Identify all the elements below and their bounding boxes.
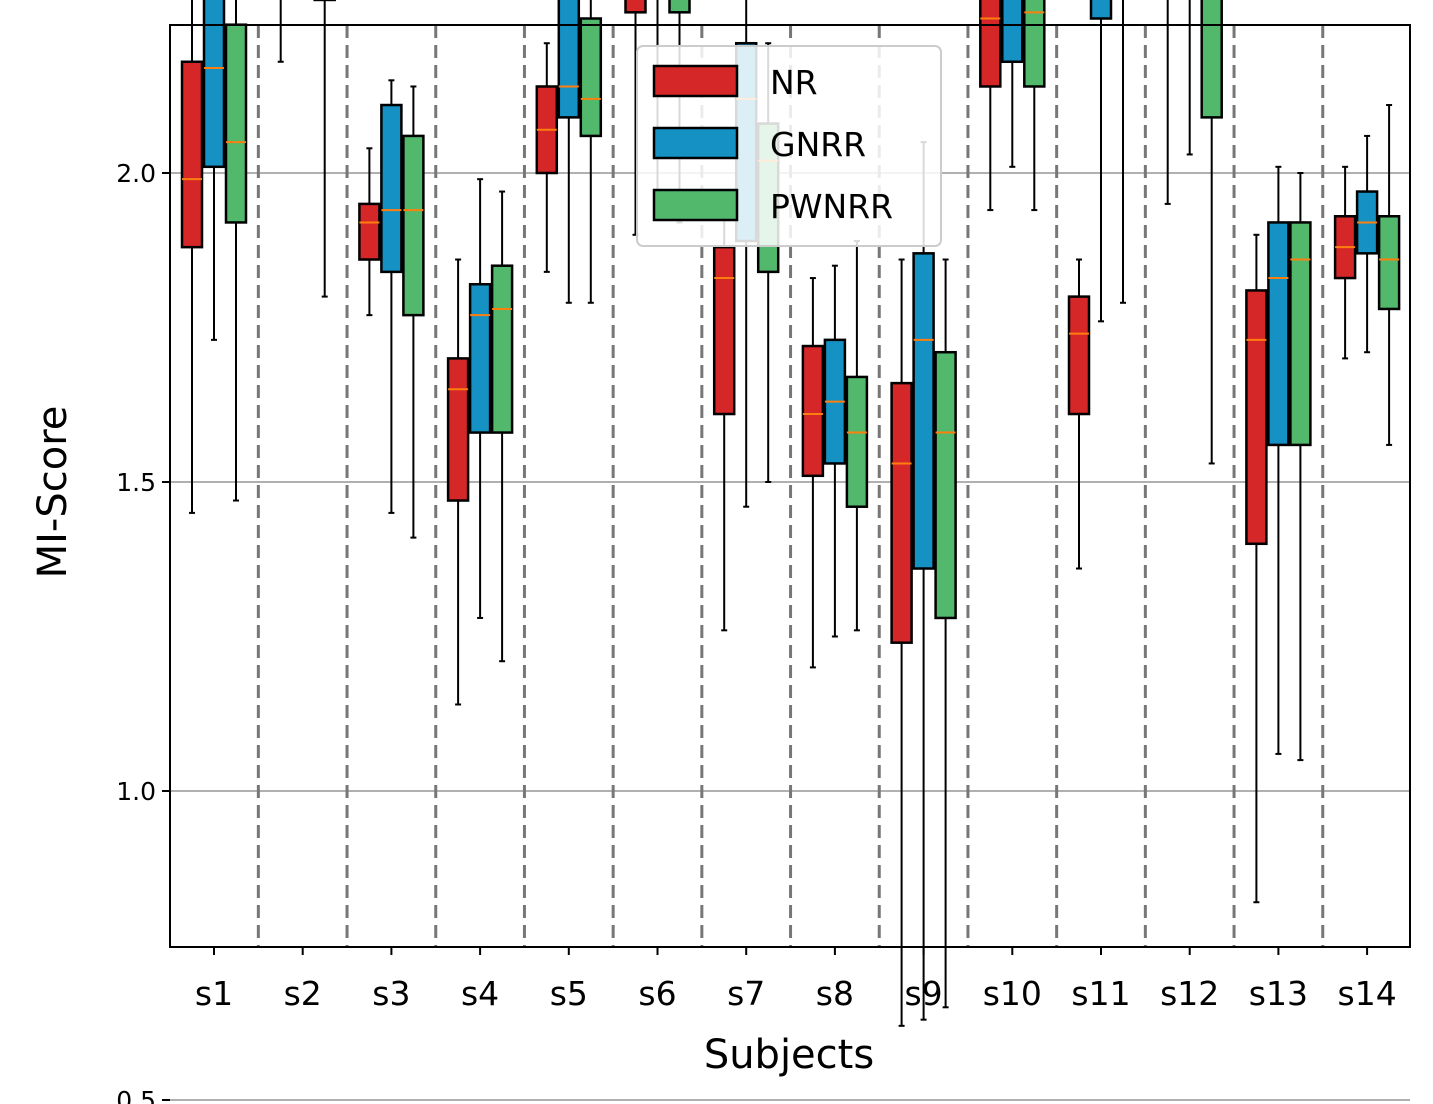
iqr-box [668,0,691,14]
legend-label-pwnrr: PWNRR [770,187,893,226]
y-axis-title: MI-Score [30,406,76,579]
box-gnrr-s1 [202,0,226,341]
x-tick-label-s12: s12 [1160,974,1219,1013]
iqr-box [380,103,403,274]
x-tick-label-s10: s10 [983,974,1042,1013]
iqr-box [358,202,381,261]
iqr-box [557,0,581,119]
subject-separators [256,25,1325,947]
iqr-box [1067,295,1091,416]
iqr-box [1200,0,1223,119]
box-gnrr-s4 [468,178,492,619]
iqr-box [202,0,226,169]
x-tick-label-s5: s5 [550,974,588,1013]
iqr-box [801,344,825,478]
iqr-box [1089,0,1113,20]
box-gnrr-s10 [1001,0,1024,168]
y-tick-label: 2.0 [116,159,156,188]
box-gnrr-s12 [1186,0,1193,156]
box-gnrr-s11 [1089,0,1113,323]
x-tick-label-s2: s2 [284,974,322,1013]
box-nr-s12 [1164,0,1171,205]
x-tick-label-s1: s1 [195,974,233,1013]
iqr-box [446,357,470,502]
box-nr-s10 [979,0,1002,212]
iqr-box [979,0,1002,88]
x-axis-ticks: s1 s2 s3 s4 s5 s6 s7 s8 s9 s10 s11 s12 s13 s14 [195,947,1397,1013]
x-tick-label-s8: s8 [816,974,854,1013]
box-nr-s5 [535,42,559,273]
box-pwnrr-s12 [1200,0,1223,465]
iqr-box [468,282,492,434]
box-gnrr-s3 [380,79,403,514]
x-tick-label-s9: s9 [904,974,942,1013]
iqr-box [624,0,647,14]
box-nr-s4 [446,258,470,706]
x-tick-label-s7: s7 [727,974,765,1013]
box-nr-s3 [358,147,381,317]
box-gnrr-s5 [557,0,581,304]
box-nr-s14 [1333,165,1357,360]
box-nr-s11 [1067,258,1091,570]
iqr-box [224,23,248,224]
legend-swatch-nr [652,64,739,98]
box-pwnrr-s14 [1377,104,1401,446]
box-nr-s13 [1245,233,1268,904]
box-nr-s7 [712,196,736,632]
box-pwnrr-s4 [490,190,514,663]
box-pwnrr-s3 [402,85,425,539]
iqr-box [1023,0,1046,88]
box-gnrr-s8 [823,264,847,638]
iqr-box [579,17,603,138]
x-tick-label-s4: s4 [461,974,499,1013]
x-tick-label-s13: s13 [1249,974,1308,1013]
legend: NR GNRR PWNRR [636,45,942,247]
box-gnrr-s14 [1355,134,1379,354]
box-nr-s2 [277,0,284,63]
iqr-box [912,252,935,570]
x-tick-label-s11: s11 [1071,974,1130,1013]
iqr-box [1377,215,1401,311]
box-nr-s1 [180,0,204,514]
legend-label-nr: NR [770,63,818,102]
box-pwnrr-s8 [845,239,869,632]
legend-swatch-gnrr [652,126,739,160]
iqr-box [180,60,204,249]
y-axis-ticks: 0.51.01.52.02.53.0 [116,159,170,1104]
iqr-box [1289,221,1312,447]
y-tick-label: 1.0 [116,777,156,806]
legend-label-gnrr: GNRR [770,125,866,164]
plot-frame [169,24,1411,948]
x-tick-label-s6: s6 [638,974,676,1013]
box-nr-s8 [801,277,825,669]
x-tick-label-s14: s14 [1338,974,1397,1013]
y-tick-label: 1.5 [116,468,156,497]
iqr-box [402,134,425,317]
iqr-box [712,245,736,416]
box-pwnrr-s10 [1023,0,1046,212]
iqr-box [1245,289,1268,546]
box-pwnrr-s5 [579,0,603,304]
x-axis-title: Subjects [704,1032,874,1078]
box-pwnrr-s2 [313,0,336,298]
iqr-box [1267,221,1290,447]
box-pwnrr-s11 [1120,0,1126,304]
iqr-box [1001,0,1024,64]
x-tick-label-s3: s3 [372,974,410,1013]
box-pwnrr-s13 [1289,172,1312,762]
iqr-box [934,350,957,620]
y-tick-label: 0.5 [116,1086,156,1104]
box-gnrr-s13 [1267,165,1290,755]
iqr-box [890,381,913,644]
legend-swatch-pwnrr [652,188,739,222]
iqr-box [845,375,869,508]
box-nr-s9 [890,258,913,1027]
box-pwnrr-s9 [934,258,957,1009]
iqr-box [490,264,514,434]
